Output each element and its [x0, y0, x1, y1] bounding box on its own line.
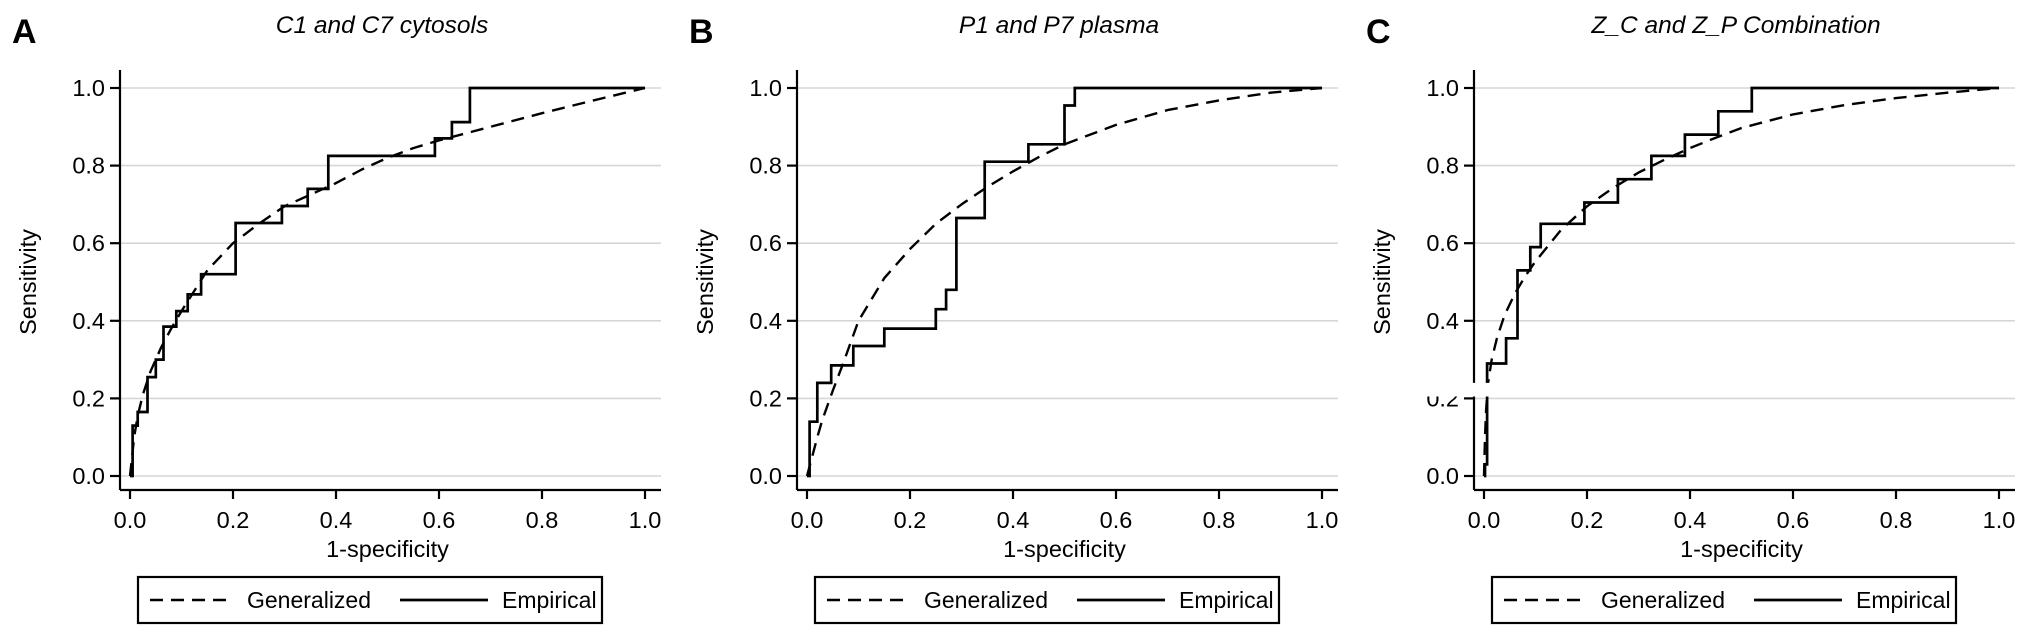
- y-axis-title: Sensitivity: [15, 229, 41, 335]
- y-tick-label: 0.6: [749, 230, 782, 256]
- legend-label-empirical: Empirical: [1856, 587, 1951, 613]
- x-tick-label: 0.6: [423, 507, 456, 533]
- y-tick-label: 0.6: [1426, 230, 1459, 256]
- y-axis-title: Sensitivity: [1369, 229, 1395, 335]
- y-tick-label: 0.8: [749, 153, 782, 179]
- x-axis-title: 1-specificity: [1003, 536, 1126, 562]
- x-tick-label: 0.8: [1880, 507, 1913, 533]
- generalized-curve: [805, 86, 1323, 477]
- x-tick-label: 0.4: [320, 507, 353, 533]
- y-tick-label: 1.0: [1426, 75, 1459, 101]
- panel-a: 0.0 0.2 0.4 0.6 0.8 1.0 0.0 0.2 0.4 0.6 0.8 1.0 1-sp…: [0, 0, 677, 635]
- x-tick-label: 1.0: [1983, 507, 2016, 533]
- empirical-curve: [130, 86, 645, 478]
- empirical-curve: [807, 86, 1322, 478]
- x-axis-title: 1-specificity: [326, 536, 449, 562]
- x-tick-label: 0.0: [791, 507, 824, 533]
- panel-letter: A: [12, 13, 37, 51]
- y-tick-label: 0.2: [72, 385, 105, 411]
- x-tick-label: 0.6: [1777, 507, 1810, 533]
- y-tick-label: 0.4: [72, 308, 105, 334]
- empirical-curve: [1483, 86, 1999, 478]
- panel-title: P1 and P7 plasma: [959, 12, 1159, 39]
- y-tick-label: 1.0: [749, 75, 782, 101]
- y-tick-label: 0.0: [1426, 463, 1459, 489]
- y-tick-label: 0.0: [749, 463, 782, 489]
- generalized-curve: [128, 86, 646, 477]
- x-tick-label: 1.0: [1306, 507, 1339, 533]
- y-tick-label: 0.8: [72, 153, 105, 179]
- roc-chart-c: 0.00.20.40.60.81.00.0 0.2 0.4 0.6 0.8 1.01-sp…: [1354, 12, 2016, 625]
- legend-label-generalized: Generalized: [924, 587, 1048, 613]
- x-axis-title: 1-specificity: [1680, 536, 1803, 562]
- y-tick-label: 0.2: [749, 385, 782, 411]
- x-tick-label: 1.0: [629, 507, 662, 533]
- panel-b: 0.0 0.2 0.4 0.6 0.8 1.0 0.0 0.2 0.4 0.6 0.8 1.0 1-sp…: [677, 0, 1354, 635]
- y-tick-label: 0.4: [749, 308, 782, 334]
- x-tick-label: 0.6: [1100, 507, 1133, 533]
- y-tick-label: 0.8: [1426, 153, 1459, 179]
- x-tick-label: 0.2: [894, 507, 927, 533]
- y-tick-label: 0.6: [72, 230, 105, 256]
- x-tick-label: 0.2: [217, 507, 250, 533]
- x-tick-label: 0.2: [1571, 507, 1604, 533]
- x-tick-label: 0.0: [1468, 507, 1501, 533]
- y-axis-title: Sensitivity: [692, 229, 718, 335]
- y-tick-label: 0.0: [72, 463, 105, 489]
- x-tick-label: 0.4: [1674, 507, 1707, 533]
- legend-label-generalized: Generalized: [1601, 587, 1725, 613]
- panel-title: C1 and C7 cytosols: [276, 12, 488, 39]
- roc-chart-a: 0.0 0.2 0.4 0.6 0.8 1.0 0.0 0.2 0.4 0.6 0.8 1.0 1-sp…: [12, 12, 662, 625]
- roc-chart-b: 0.0 0.2 0.4 0.6 0.8 1.0 0.0 0.2 0.4 0.6 0.8 1.0 1-sp…: [689, 12, 1339, 625]
- legend-label-empirical: Empirical: [502, 587, 597, 613]
- panel-title: Z_C and Z_P Combination: [1590, 12, 1880, 39]
- legend-label-empirical: Empirical: [1179, 587, 1274, 613]
- x-tick-label: 0.4: [997, 507, 1030, 533]
- legend-label-generalized: Generalized: [247, 587, 371, 613]
- y-tick-label: 0.4: [1426, 308, 1459, 334]
- panel-letter: B: [689, 13, 714, 51]
- y-tick-label: 1.0: [72, 75, 105, 101]
- x-tick-label: 0.8: [1203, 507, 1236, 533]
- panel-c: 0.0 0.2 0.4 0.6 0.8 1.0 0.0 0.2 0.4 0.6 0.8 1.0 1-sp…: [1354, 0, 2031, 635]
- generalized-curve: [1482, 86, 2000, 477]
- axis-break-band: [1354, 382, 2015, 397]
- panel-letter: C: [1366, 13, 1391, 51]
- x-tick-label: 0.0: [114, 507, 147, 533]
- x-tick-label: 0.8: [526, 507, 559, 533]
